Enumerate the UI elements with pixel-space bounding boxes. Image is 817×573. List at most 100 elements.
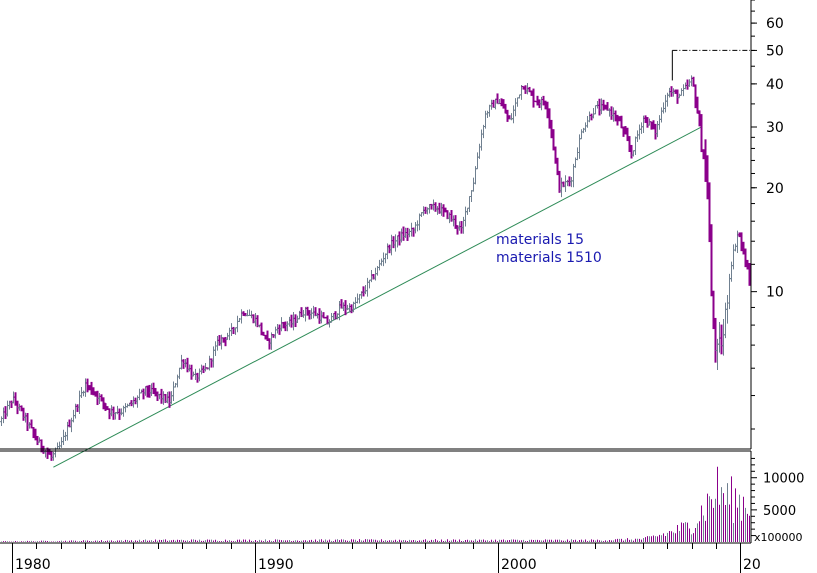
ohlc-bar [123, 403, 128, 413]
annotation-label-1: materials 15 [496, 232, 584, 248]
ohlc-bar [117, 408, 122, 420]
trendline-layer [53, 49, 750, 468]
ohlc-bar [639, 122, 644, 134]
ohlc-bar [317, 308, 322, 324]
ohlc-bar [593, 105, 598, 115]
ohlc-bar [267, 338, 272, 350]
ohlc-bar [209, 358, 214, 368]
ohlc-bar [511, 105, 516, 124]
ohlc-bar [637, 124, 642, 140]
ohlc-bar [515, 97, 520, 107]
ohlc-bar [685, 79, 690, 90]
ohlc-bar [271, 334, 276, 338]
ohlc-bar [71, 409, 76, 423]
volume-bars [1, 466, 750, 542]
ohlc-bar [479, 129, 484, 151]
ohlc-bar [55, 442, 60, 450]
ohlc-bar [467, 196, 472, 212]
ohlc-bar [661, 102, 666, 114]
ohlc-bar [235, 315, 240, 333]
ohlc-bar [171, 381, 176, 401]
ohlc-bar [681, 84, 686, 97]
ohlc-bar [141, 388, 146, 400]
annotation-label-2: materials 1510 [496, 250, 602, 266]
ohlc-bar [463, 206, 468, 227]
ohlc-bar [353, 297, 358, 310]
ohlc-bar [159, 388, 164, 404]
ohlc-bar [61, 429, 66, 445]
ohlc-bar [377, 259, 382, 271]
volume-tick-label: 5000 [763, 504, 796, 519]
ohlc-bar [465, 207, 470, 215]
ohlc-bar [513, 98, 518, 117]
ohlc-bar [713, 317, 718, 363]
ohlc-bar [491, 99, 496, 108]
ohlc-bar [355, 293, 360, 304]
ohlc-bar [557, 170, 562, 193]
ohlc-bar [81, 390, 86, 397]
price-tick-label: 60 [766, 16, 784, 32]
ohlc-bar [63, 431, 68, 441]
ohlc-bar [3, 406, 8, 420]
ohlc-bar [485, 110, 490, 119]
ohlc-bar [669, 86, 674, 97]
price-tick-label: 40 [766, 77, 784, 93]
ohlc-bar [725, 294, 730, 324]
ohlc-bar [289, 314, 294, 328]
ohlc-bar [365, 277, 370, 297]
x-tick-label: 20 [743, 557, 761, 573]
ohlc-bar [67, 419, 72, 428]
ohlc-bar [177, 367, 182, 380]
ohlc-bar [227, 327, 232, 341]
ohlc-bar [59, 437, 64, 448]
ohlc-bar [591, 108, 596, 119]
ohlc-bar [247, 309, 252, 316]
ohlc-bar [633, 136, 638, 156]
ohlc-bar [471, 177, 476, 192]
volume-multiplier-label: x100000 [754, 531, 803, 544]
ohlc-bar [339, 299, 344, 309]
ohlc-bar [415, 220, 420, 232]
price-bars [0, 75, 752, 461]
ohlc-bar [423, 206, 428, 214]
ohlc-bar [0, 416, 4, 427]
ohlc-bar [585, 116, 590, 128]
ohlc-bar [635, 130, 640, 143]
ohlc-bar [579, 129, 584, 140]
ohlc-bar [719, 324, 724, 355]
ohlc-bar [483, 110, 488, 129]
ohlc-bar [575, 147, 580, 161]
ohlc-bar [381, 252, 386, 267]
price-tick-label: 10 [766, 285, 784, 301]
x-tick-label: 2000 [501, 557, 537, 573]
ohlc-bar [609, 106, 614, 120]
ohlc-bar [379, 258, 384, 266]
price-tick-label: 30 [766, 120, 784, 136]
ohlc-bar [277, 324, 282, 335]
ohlc-bar [663, 94, 668, 113]
ohlc-bar [189, 364, 194, 380]
ohlc-bar [361, 286, 366, 297]
ohlc-bar [357, 294, 362, 304]
ohlc-bar [577, 134, 582, 159]
ohlc-bar [731, 244, 736, 270]
ohlc-bar [9, 400, 14, 409]
ohlc-bar [129, 400, 134, 407]
support-trendline [53, 126, 702, 468]
ohlc-bar [675, 89, 680, 104]
ohlc-bar [185, 357, 190, 373]
ohlc-bar [231, 326, 236, 335]
ohlc-bar [397, 231, 402, 246]
ohlc-bar [25, 412, 30, 432]
ohlc-bar [433, 202, 438, 212]
axes [0, 0, 752, 544]
ohlc-bar [137, 388, 142, 401]
volume-tick-label: 10000 [763, 472, 804, 487]
ohlc-bar [729, 261, 734, 282]
ohlc-bar [371, 274, 376, 280]
ohlc-bar [367, 279, 372, 289]
ohlc-bar [217, 335, 222, 346]
ohlc-bar [679, 88, 684, 96]
ohlc-bar [391, 236, 396, 249]
